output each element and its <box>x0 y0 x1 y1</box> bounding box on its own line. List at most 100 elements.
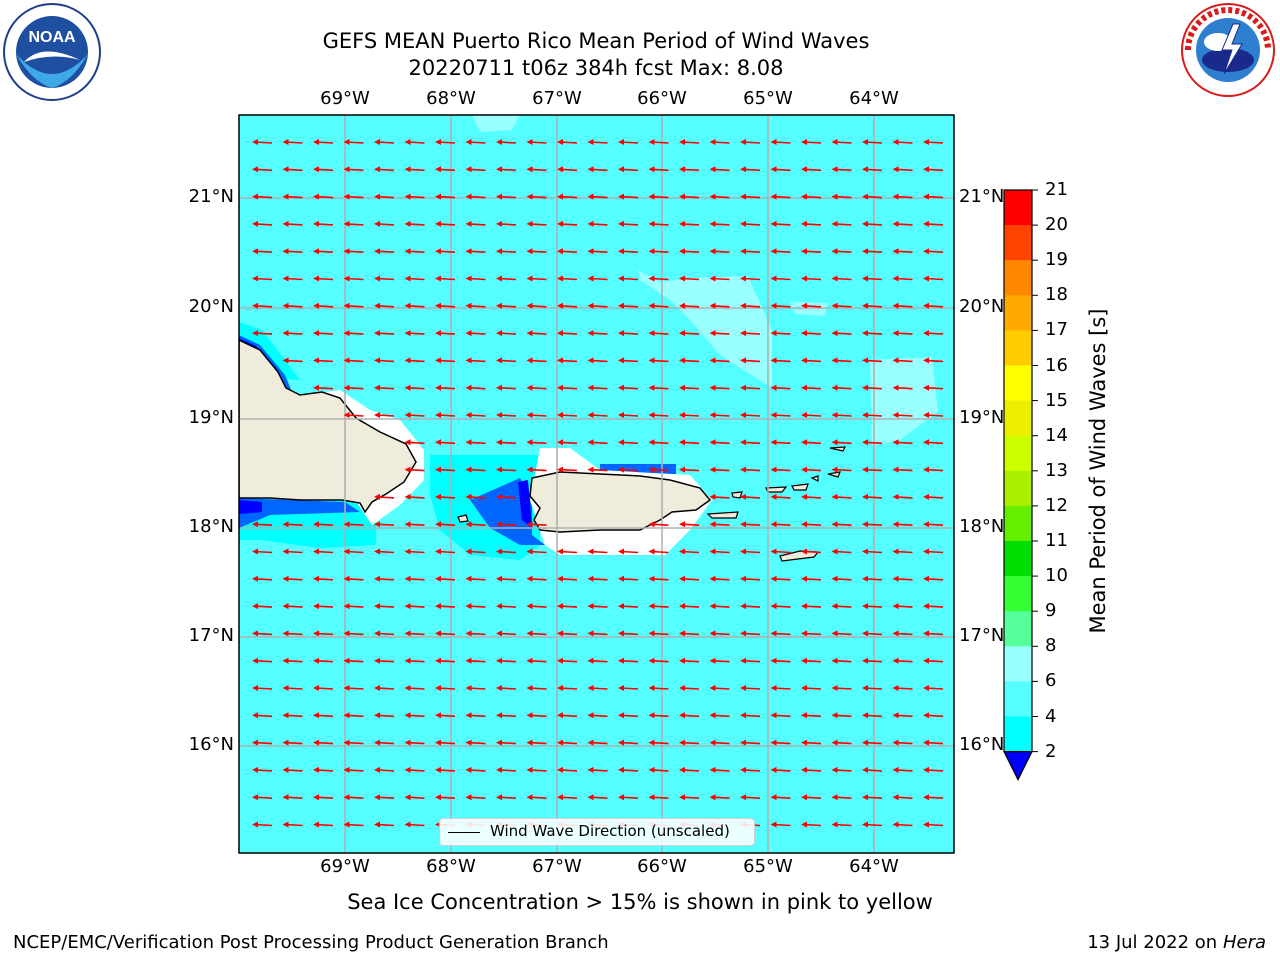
wind-arrow <box>770 521 791 528</box>
contour-under-2-patch <box>518 480 532 528</box>
wind-arrow <box>374 575 395 582</box>
wind-arrow <box>831 493 852 500</box>
xtick-bottom-label: 68°W <box>426 856 476 877</box>
wind-arrow <box>862 139 883 145</box>
wind-arrow <box>374 685 395 691</box>
wind-arrow <box>435 712 456 719</box>
wind-arrow <box>892 384 913 391</box>
wind-arrow <box>313 739 334 746</box>
wind-arrow <box>709 794 730 801</box>
wind-arrow <box>770 739 791 746</box>
wind-arrow <box>343 575 364 582</box>
wind-arrow <box>557 384 578 391</box>
wind-arrow <box>282 630 303 637</box>
wind-arrow <box>801 630 822 637</box>
footer-date-text: 13 Jul 2022 on <box>1087 932 1218 953</box>
wind-arrow <box>557 330 578 337</box>
wind-arrow <box>252 548 273 555</box>
map-title-line2: 20220711 t06z 384h fcst Max: 8.08 <box>408 56 784 80</box>
wind-arrow <box>435 466 456 473</box>
wind-arrow <box>557 548 578 555</box>
wind-arrow <box>679 712 700 719</box>
wind-arrow <box>679 603 700 610</box>
wind-arrow <box>709 302 730 309</box>
wind-arrow <box>709 712 730 719</box>
wind-arrow <box>282 139 303 145</box>
wind-arrow <box>496 712 517 719</box>
wind-arrow <box>709 685 730 691</box>
contour-2-4-patch <box>239 498 360 528</box>
wind-arrow <box>374 657 395 664</box>
wind-arrow <box>435 603 456 610</box>
wind-arrow <box>557 630 578 637</box>
wind-arrow <box>282 248 303 255</box>
wind-arrow <box>709 193 730 200</box>
wind-arrow <box>526 248 547 255</box>
wind-arrow <box>374 384 395 391</box>
wind-arrow <box>496 439 517 446</box>
wind-arrow <box>923 548 944 555</box>
wind-arrow <box>404 657 425 664</box>
wind-arrow <box>862 630 883 637</box>
wind-arrow <box>435 357 456 364</box>
wind-arrow <box>587 412 608 418</box>
wind-arrow <box>618 575 639 582</box>
wind-arrow <box>557 603 578 610</box>
wind-arrow <box>892 493 913 500</box>
wind-arrow <box>313 220 334 227</box>
wind-arrow <box>465 302 486 309</box>
wind-arrow <box>892 548 913 555</box>
wind-arrow <box>892 275 913 282</box>
wind-arrow <box>862 821 883 828</box>
colorbar-tick-label: 14 <box>1045 424 1068 446</box>
wind-arrow <box>831 657 852 664</box>
wind-arrow <box>831 575 852 582</box>
footer-branch: NCEP/EMC/Verification Post Processing Pr… <box>13 932 609 953</box>
ytick-right-label: 16°N <box>959 734 1005 755</box>
wind-arrow <box>496 766 517 773</box>
wind-arrow <box>801 384 822 391</box>
wind-arrow <box>282 821 303 828</box>
wind-arrow <box>801 821 822 828</box>
xtick-bottom-label: 65°W <box>743 856 793 877</box>
wind-arrow <box>374 220 395 227</box>
wind-arrow <box>618 712 639 719</box>
wind-arrow <box>435 412 456 418</box>
xtick-top-label: 66°W <box>637 88 687 109</box>
island-culebra <box>731 491 743 499</box>
wind-arrow <box>435 657 456 664</box>
wind-arrow <box>282 357 303 364</box>
wind-arrow <box>374 193 395 200</box>
wind-arrow <box>435 739 456 746</box>
wind-arrow <box>740 193 761 200</box>
wind-arrow <box>740 357 761 364</box>
wind-arrow <box>252 575 273 582</box>
wind-arrow <box>770 193 791 200</box>
wind-arrow <box>252 521 273 528</box>
wind-arrow <box>740 220 761 227</box>
wind-arrow <box>648 630 669 637</box>
wind-arrow <box>648 521 669 528</box>
wind-arrow <box>404 166 425 173</box>
wind-arrow <box>862 466 883 473</box>
wind-arrow <box>892 193 913 200</box>
wind-arrow <box>831 794 852 801</box>
wind-arrow <box>770 657 791 664</box>
wind-arrow <box>374 412 395 418</box>
wind-arrow <box>526 275 547 282</box>
wind-arrow <box>648 220 669 227</box>
wind-arrow <box>892 630 913 637</box>
wind-arrow <box>587 384 608 391</box>
colorbar-label: Mean Period of Wind Waves [s] <box>1086 308 1110 634</box>
wind-arrow <box>923 521 944 528</box>
colorbar-segment <box>1004 541 1032 577</box>
island-vieques <box>706 511 739 519</box>
colorbar-segment <box>1004 225 1032 261</box>
wind-arrow <box>831 166 852 173</box>
wind-arrow <box>587 685 608 691</box>
contour-8-9-patch <box>790 302 828 316</box>
wind-arrow <box>404 139 425 145</box>
wind-arrow <box>343 357 364 364</box>
wind-arrow <box>404 384 425 391</box>
ytick-left-label: 20°N <box>188 296 234 317</box>
